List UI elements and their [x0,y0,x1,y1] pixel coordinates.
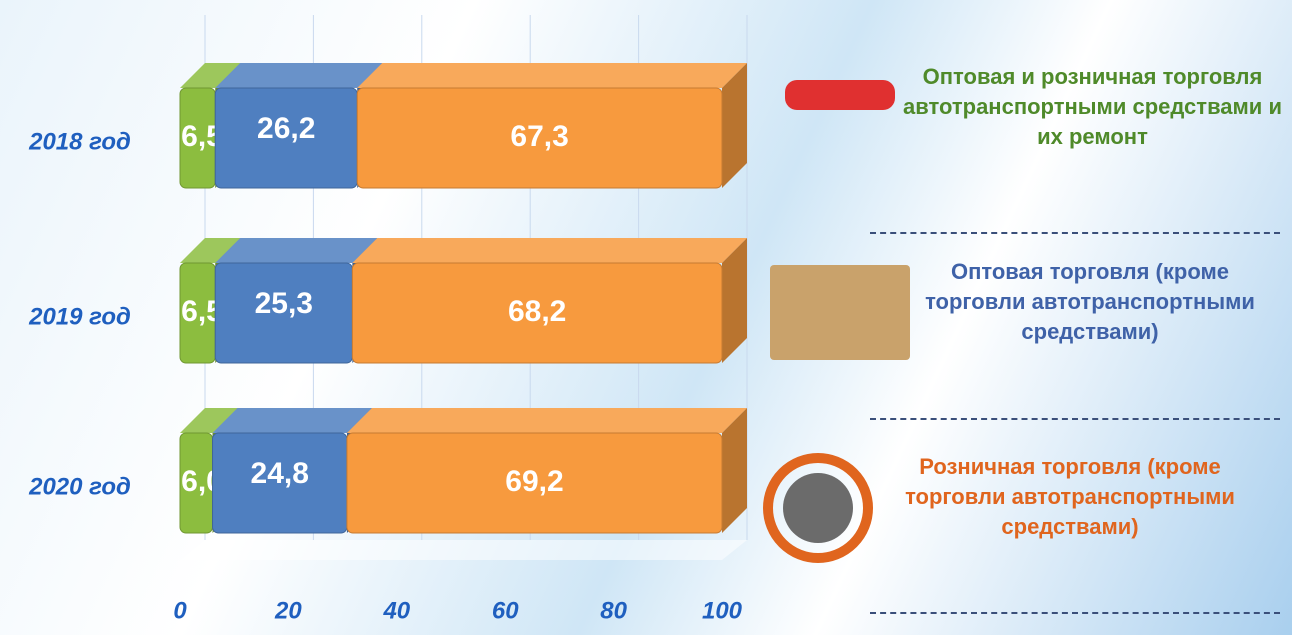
separator [870,418,1280,420]
plot-floor [180,540,747,560]
x-tick-label: 40 [382,597,410,624]
y-tick-label: 2020 год [28,473,131,500]
bar-top-face [215,238,378,263]
bar-top-face [352,238,747,263]
x-tick-label: 80 [600,597,627,624]
y-tick-label: 2018 год [28,128,131,155]
bar-top-face [180,238,241,263]
bar [346,432,723,534]
bar-top-face [180,63,241,88]
icon-pallet [770,265,910,360]
icon-car [785,80,895,110]
bar [351,262,723,364]
bar [356,87,723,189]
data-label: 26,2 [257,112,315,145]
bar-side-face [722,408,747,533]
bar-top-face [180,408,238,433]
data-label: 67,3 [510,120,568,153]
separator [870,612,1280,614]
bar-top-face [346,408,747,433]
x-tick-label: 0 [173,597,187,624]
bar-side-face [722,238,747,363]
data-label: 68,2 [508,295,566,328]
data-label: 25,3 [255,287,313,320]
icon-cart-inner [783,473,853,543]
legend-entry: Оптовая торговля (кроме торговли автотра… [925,259,1255,344]
x-tick-label: 20 [274,597,302,624]
icons [763,80,910,563]
x-tick-label: 100 [702,597,743,624]
icon-cart [763,453,873,563]
legend-entry: Оптовая и розничная торговля автотранспо… [903,64,1282,149]
legend-entry: Розничная торговля (кроме торговли автот… [905,454,1235,539]
data-label: 24,8 [251,457,309,490]
bar-side-face [722,63,747,188]
y-tick-label: 2019 год [28,303,131,330]
separator [870,232,1280,234]
x-tick-label: 60 [492,597,519,624]
data-label: 69,2 [505,465,563,498]
bar-top-face [212,408,372,433]
bar-top-face [215,63,383,88]
bar-top-face [357,63,747,88]
